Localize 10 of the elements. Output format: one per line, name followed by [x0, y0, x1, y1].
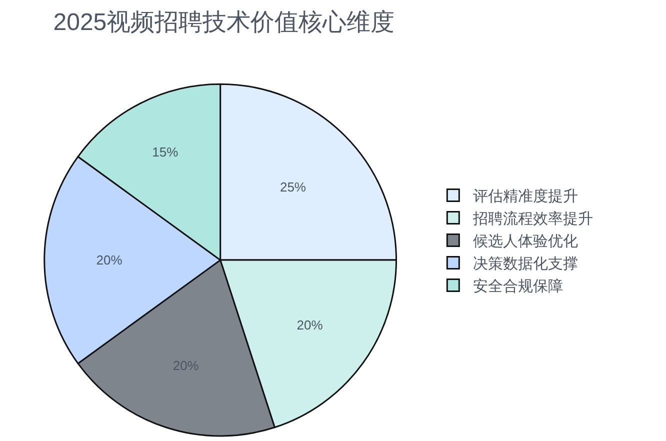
- chart-title: 2025视频招聘技术价值核心维度: [53, 9, 395, 36]
- data-label: 20%: [296, 318, 324, 333]
- legend-label: 招聘流程效率提升: [472, 210, 594, 228]
- data-label: 15%: [152, 144, 179, 160]
- legend-label: 评估精准度提升: [473, 188, 578, 206]
- legend-label: 决策数据化支撑: [473, 256, 578, 273]
- legend-label: 安全合规保障: [473, 278, 564, 296]
- data-label: 25%: [280, 180, 306, 195]
- data-label: 20%: [96, 252, 123, 268]
- legend-label: 候选人体验优化: [473, 233, 578, 250]
